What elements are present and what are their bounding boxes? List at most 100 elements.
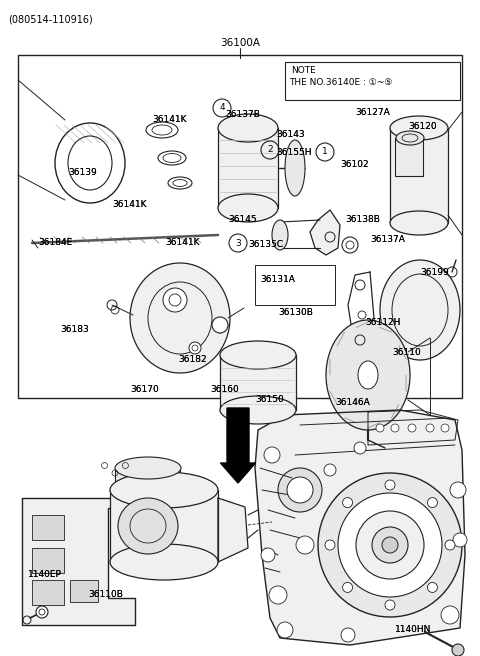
- Ellipse shape: [272, 220, 288, 250]
- Text: 1140EP: 1140EP: [28, 570, 62, 579]
- Text: 36170: 36170: [130, 385, 159, 394]
- Ellipse shape: [218, 114, 278, 142]
- Text: 36137B: 36137B: [225, 110, 260, 119]
- Polygon shape: [255, 410, 465, 645]
- Circle shape: [385, 480, 395, 490]
- Text: 36112H: 36112H: [365, 318, 400, 327]
- Ellipse shape: [168, 177, 192, 189]
- Text: 36146A: 36146A: [335, 398, 370, 407]
- Bar: [70, 580, 98, 602]
- Circle shape: [318, 473, 462, 617]
- Bar: [395, 138, 423, 176]
- Text: 36141K: 36141K: [165, 238, 200, 247]
- Ellipse shape: [326, 320, 410, 430]
- Text: 36199: 36199: [420, 268, 449, 277]
- Circle shape: [385, 600, 395, 610]
- Circle shape: [441, 424, 449, 432]
- Text: 36183: 36183: [60, 325, 89, 334]
- Text: 36170: 36170: [130, 385, 159, 394]
- Text: 36155H: 36155H: [276, 148, 312, 157]
- Text: 36141K: 36141K: [112, 200, 146, 209]
- Text: 36138B: 36138B: [345, 215, 380, 224]
- Text: 36110: 36110: [392, 348, 421, 357]
- Text: 36143: 36143: [276, 130, 305, 139]
- Circle shape: [278, 468, 322, 512]
- Text: 36141K: 36141K: [112, 200, 146, 209]
- Ellipse shape: [110, 472, 218, 508]
- Circle shape: [427, 583, 437, 592]
- Circle shape: [356, 511, 424, 579]
- Text: 36160: 36160: [210, 385, 239, 394]
- Ellipse shape: [358, 361, 378, 389]
- Ellipse shape: [390, 211, 448, 235]
- Text: 36130B: 36130B: [278, 308, 313, 317]
- Ellipse shape: [380, 260, 460, 360]
- Text: 1140EP: 1140EP: [28, 570, 62, 579]
- Text: 1140HN: 1140HN: [395, 625, 432, 634]
- Circle shape: [264, 447, 280, 463]
- Bar: [32, 515, 64, 540]
- Circle shape: [189, 342, 201, 354]
- Text: 36199: 36199: [420, 268, 449, 277]
- Circle shape: [338, 493, 442, 597]
- Bar: [218, 128, 278, 208]
- Bar: [18, 55, 462, 398]
- Polygon shape: [22, 498, 135, 625]
- Bar: [220, 355, 296, 410]
- Text: 36143: 36143: [276, 130, 305, 139]
- Ellipse shape: [285, 140, 305, 196]
- Text: 36102: 36102: [340, 160, 369, 169]
- Text: 36131A: 36131A: [260, 275, 295, 284]
- Ellipse shape: [220, 396, 296, 424]
- Text: 36141K: 36141K: [165, 238, 200, 247]
- Circle shape: [212, 317, 228, 333]
- Circle shape: [382, 537, 398, 553]
- Circle shape: [391, 424, 399, 432]
- Text: 36183: 36183: [60, 325, 89, 334]
- Text: 36120: 36120: [408, 122, 437, 131]
- Text: 36145: 36145: [228, 215, 257, 224]
- Text: 36141K: 36141K: [152, 115, 187, 124]
- Text: 36110B: 36110B: [88, 590, 123, 599]
- Text: 36137A: 36137A: [370, 235, 405, 244]
- Circle shape: [36, 606, 48, 618]
- Text: 36138B: 36138B: [345, 215, 380, 224]
- Bar: [32, 580, 64, 605]
- Bar: [390, 128, 448, 223]
- Circle shape: [287, 477, 313, 503]
- Circle shape: [453, 533, 467, 547]
- Text: (080514-110916): (080514-110916): [8, 14, 93, 24]
- Circle shape: [342, 237, 358, 253]
- Text: 36146A: 36146A: [335, 398, 370, 407]
- Text: 36139: 36139: [68, 168, 97, 177]
- Text: 36182: 36182: [178, 355, 206, 364]
- Ellipse shape: [220, 341, 296, 369]
- Circle shape: [354, 442, 366, 454]
- Bar: [255, 265, 335, 305]
- Circle shape: [325, 540, 335, 550]
- Circle shape: [296, 536, 314, 554]
- Text: 36141K: 36141K: [152, 115, 187, 124]
- FancyArrow shape: [220, 408, 255, 483]
- Circle shape: [427, 497, 437, 508]
- Circle shape: [376, 424, 384, 432]
- Circle shape: [426, 424, 434, 432]
- Text: 36150: 36150: [255, 395, 284, 404]
- Ellipse shape: [130, 263, 230, 373]
- Text: 36139: 36139: [68, 168, 97, 177]
- Circle shape: [261, 548, 275, 562]
- Circle shape: [408, 424, 416, 432]
- Circle shape: [452, 644, 464, 656]
- Ellipse shape: [396, 131, 424, 145]
- Text: 4: 4: [219, 104, 225, 112]
- Text: 36127A: 36127A: [355, 108, 390, 117]
- Bar: [110, 490, 218, 562]
- Text: 3: 3: [235, 239, 241, 247]
- Circle shape: [277, 622, 293, 638]
- Ellipse shape: [115, 457, 181, 479]
- Circle shape: [450, 482, 466, 498]
- Text: 36184E: 36184E: [38, 238, 72, 247]
- Ellipse shape: [146, 122, 178, 138]
- Circle shape: [441, 606, 459, 624]
- Text: 36120: 36120: [408, 122, 437, 131]
